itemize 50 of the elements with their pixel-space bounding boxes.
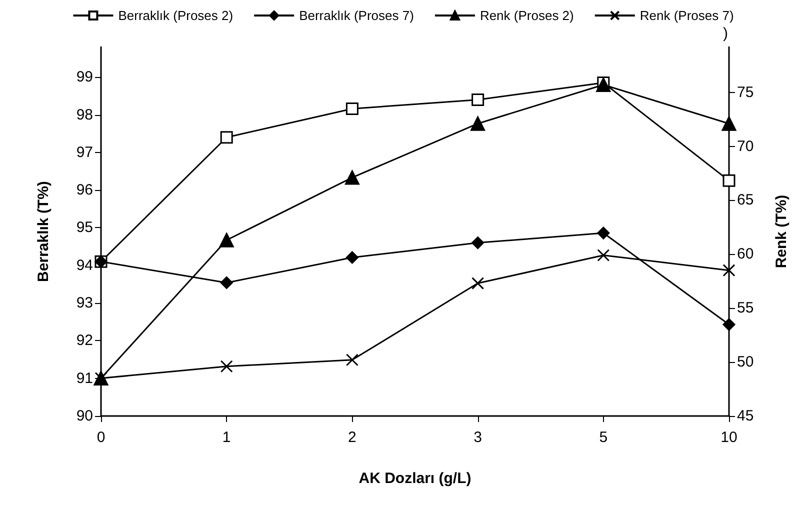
y2-tick-label: 70 xyxy=(737,138,754,155)
point xyxy=(219,232,234,248)
text: ) xyxy=(723,25,728,42)
legend-label: Berraklık (Proses 7) xyxy=(299,8,414,23)
x-tick-label: 5 xyxy=(599,429,608,446)
y-tick-label: 91 xyxy=(76,370,93,387)
y2-tick-label: 75 xyxy=(737,84,754,101)
point xyxy=(597,226,610,240)
point xyxy=(220,360,233,373)
x-tick-label: 2 xyxy=(348,429,356,446)
legend-label: Berraklık (Proses 2) xyxy=(118,8,234,23)
y-tick-label: 99 xyxy=(76,68,93,86)
point xyxy=(722,264,736,277)
point xyxy=(596,78,611,92)
point xyxy=(220,276,233,289)
point xyxy=(472,236,484,250)
x-tick-label: 10 xyxy=(720,429,738,446)
x-tick-label: 1 xyxy=(222,429,231,446)
y-tick-label: 94 xyxy=(76,256,93,274)
y2-tick-label: 45 xyxy=(737,408,754,424)
point xyxy=(346,354,358,366)
point xyxy=(472,277,484,290)
y2-tick-label: 60 xyxy=(737,246,754,263)
y2-tick-label: 55 xyxy=(737,300,754,317)
y2-axis-title: Renk (T%) xyxy=(773,194,790,268)
x-axis-title: AK Dozları (g/L) xyxy=(358,470,472,487)
y-axis-title: Berraklık (T%) xyxy=(35,181,52,282)
point xyxy=(346,102,358,115)
point xyxy=(470,116,486,131)
x-tick-label: 3 xyxy=(474,429,482,446)
y-tick-label: 96 xyxy=(76,182,93,199)
y-tick-label: 97 xyxy=(76,144,93,161)
y-tick-label: 95 xyxy=(76,219,93,236)
legend-label: Renk (Proses 7) xyxy=(640,8,734,23)
y2-tick-label: 65 xyxy=(737,192,754,209)
y-tick-label: 98 xyxy=(76,106,93,124)
y-tick-label: 92 xyxy=(76,332,93,350)
point xyxy=(220,131,233,144)
point xyxy=(344,170,360,185)
y-tick-label: 93 xyxy=(76,294,93,312)
point xyxy=(346,251,358,264)
x-tick-label: 0 xyxy=(96,429,106,446)
y2-tick-label: 50 xyxy=(737,354,754,371)
point xyxy=(722,318,736,331)
point xyxy=(597,248,610,262)
y-tick-label: 90 xyxy=(76,408,93,424)
point xyxy=(722,116,736,131)
point xyxy=(722,174,736,187)
point xyxy=(472,93,484,106)
legend-label: Renk (Proses 2) xyxy=(480,8,574,23)
